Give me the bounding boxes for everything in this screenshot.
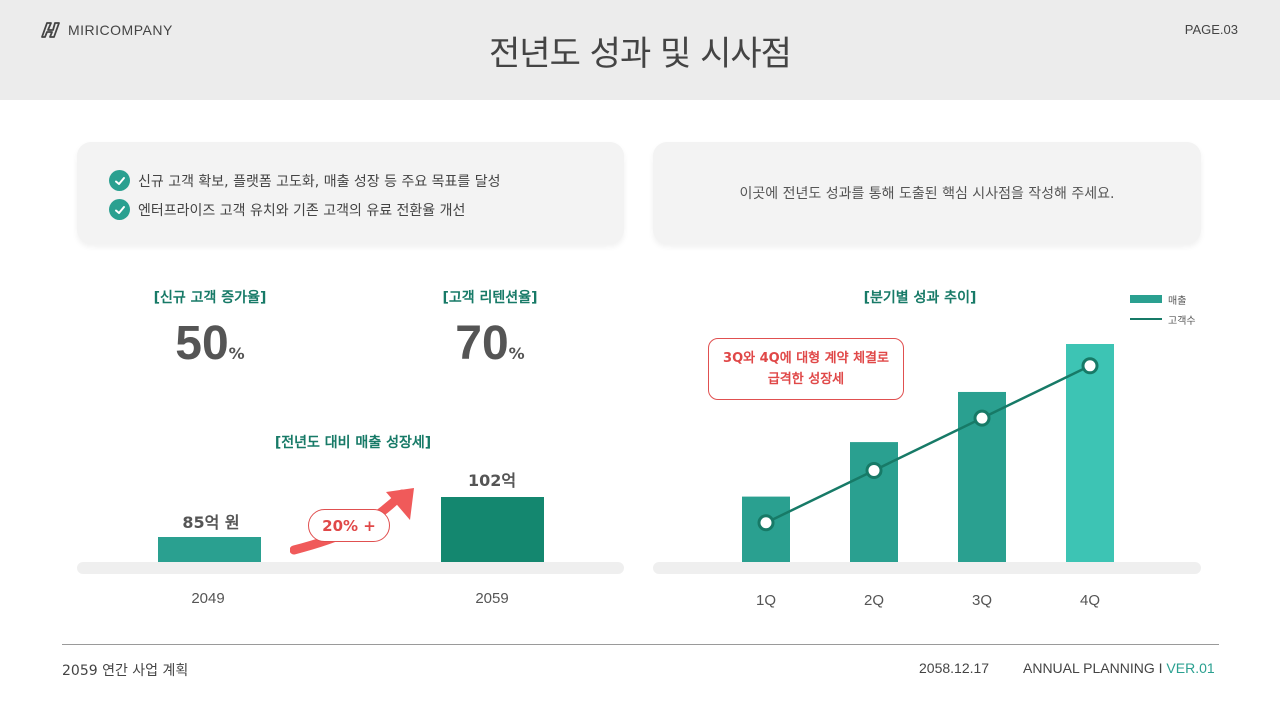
growth-bar-2049 [158,537,261,562]
kpi-label-retention: [고객 리텐션율] [442,290,538,306]
footer-divider [62,644,1219,645]
achievement-item: 엔터프라이즈 고객 유치와 기존 고객의 유료 전환율 개선 [109,195,592,224]
legend-label: 고객수 [1168,315,1196,327]
growth-baseline [77,562,624,574]
footer-date: 2058.12.17 [919,660,990,676]
insight-text: 이곳에 전년도 성과를 통해 도출된 핵심 시사점을 작성해 주세요. [739,186,1115,202]
customers-point [1081,357,1099,375]
callout-line: 급격한 성장세 [767,372,845,387]
achievement-text: 엔터프라이즈 고객 유치와 기존 고객의 유료 전환율 개선 [138,202,466,219]
growth-percent-badge: 20% + [308,509,390,542]
kpi-label-new-customers: [신규 고객 증가율] [153,290,267,306]
quarterly-chart [742,344,1114,562]
revenue-bar [850,442,898,562]
callout-line: 3Q와 4Q에 대형 계약 체결로 [723,351,889,366]
achievement-item: 신규 고객 확보, 플랫폼 고도화, 매출 성장 등 주요 목표를 달성 [109,166,592,195]
customers-point [865,461,883,479]
quarter-label: 1Q [755,592,776,609]
footer-version: VER.01 [1166,660,1215,676]
customers-line [765,364,1091,524]
growth-chart-title: [전년도 대비 매출 성장세] [274,435,432,451]
achievements-card: 신규 고객 확보, 플랫폼 고도화, 매출 성장 등 주요 목표를 달성 엔터프… [77,142,624,244]
quarter-label: 2Q [863,592,884,609]
insight-card: 이곳에 전년도 성과를 통해 도출된 핵심 시사점을 작성해 주세요. [653,142,1201,244]
year-label-2059: 2059 [475,590,509,607]
check-circle-icon [109,170,130,191]
growth-value-label-2049: 85억 원 [182,513,240,532]
customers-point [973,409,991,427]
chart-callout: 3Q와 4Q에 대형 계약 체결로 급격한 성장세 [708,338,904,400]
quarterly-chart-title: [분기별 성과 추이] [863,290,977,306]
legend-item-revenue: 매출 [1130,289,1196,309]
logo-mark-icon [41,22,60,38]
footer-document-title: 2059 연간 사업 계획 [62,663,189,679]
achievement-text: 신규 고객 확보, 플랫폼 고도화, 매출 성장 등 주요 목표를 달성 [138,173,501,190]
check-circle-icon [109,199,130,220]
kpi-unit: % [508,344,525,363]
page-number: PAGE.03 [1184,22,1238,37]
footer-planning-label: ANNUAL PLANNING I VER.01 [1023,660,1215,676]
kpi-number: 70 [455,317,509,370]
legend-label: 매출 [1168,295,1187,307]
growth-value-label-2059: 102억 [467,471,517,490]
chart-legend: 매출 고객수 [1130,289,1196,329]
quarter-label: 3Q [971,592,992,609]
legend-bar-swatch [1130,295,1162,303]
company-logo: MIRICOMPANY [40,20,173,40]
logo-text: MIRICOMPANY [68,22,173,38]
quarter-label: 4Q [1079,592,1100,609]
legend-line-swatch [1130,318,1162,320]
kpi-value-retention: 70% [390,316,590,371]
year-label-2049: 2049 [191,590,225,607]
footer-planning-text: ANNUAL PLANNING I [1023,660,1163,676]
header-bar: MIRICOMPANY 전년도 성과 및 시사점 PAGE.03 [0,0,1280,100]
kpi-value-new-customers: 50% [110,316,310,371]
legend-item-customers: 고객수 [1130,309,1196,329]
kpi-number: 50 [175,317,229,370]
customers-point [757,514,775,532]
quarterly-baseline [653,562,1201,574]
kpi-unit: % [228,344,245,363]
revenue-bar [1066,344,1114,562]
growth-bar-2059 [441,497,544,562]
page-title: 전년도 성과 및 시사점 [489,34,792,74]
